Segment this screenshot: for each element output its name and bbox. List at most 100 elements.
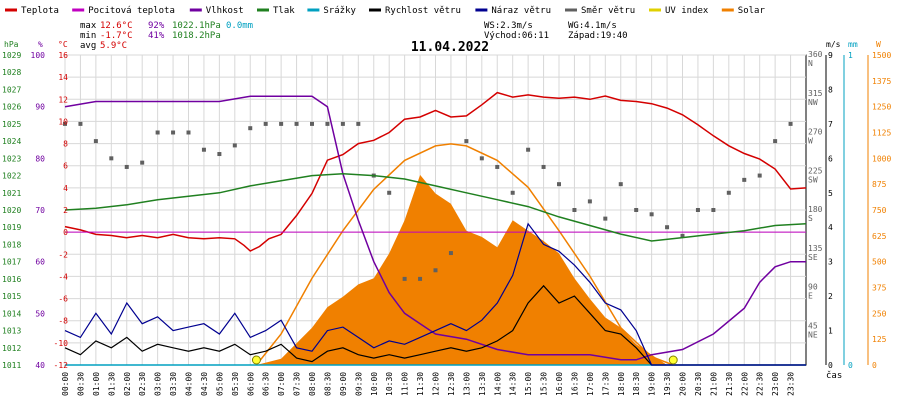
rain-tick-label: 0 xyxy=(848,361,853,370)
x-tick-label: 07:30 xyxy=(293,372,302,396)
dir-tick-deg: 90 xyxy=(808,283,818,292)
y-tick-label: 1017 xyxy=(2,258,21,267)
x-tick-label: 17:30 xyxy=(601,372,610,396)
stat-wg: WG:4.1m/s xyxy=(568,21,617,31)
y-tick-label: 60 xyxy=(35,258,45,267)
y-tick-label: 1022 xyxy=(2,172,21,181)
sun-marker xyxy=(668,355,678,365)
wind-dir-point xyxy=(248,126,253,131)
y-tick-label: 1025 xyxy=(2,120,21,129)
wind-dir-point xyxy=(279,121,284,126)
x-tick-label: 02:30 xyxy=(138,372,147,396)
y-tick-label: -12 xyxy=(54,361,69,370)
stat-min-temp: -1.7°C xyxy=(100,31,133,41)
x-tick-label: 06:30 xyxy=(262,372,271,396)
x-tick-label: 14:30 xyxy=(509,372,518,396)
wind-dir-point xyxy=(680,233,685,238)
wind-dir-point xyxy=(479,156,484,161)
x-tick-label: 03:00 xyxy=(154,372,163,396)
wind-dir-point xyxy=(726,190,731,195)
wind-dir-point xyxy=(201,147,206,152)
x-tick-label: 04:00 xyxy=(185,372,194,396)
x-tick-label: 02:00 xyxy=(123,372,132,396)
wind-dir-point xyxy=(418,276,423,281)
wind-dir-point xyxy=(711,208,716,212)
wind-dir-point xyxy=(618,182,623,187)
series-tlak xyxy=(64,173,807,242)
x-tick-label: 01:30 xyxy=(107,372,116,396)
y-tick-label: 4 xyxy=(63,184,68,193)
series-vlhkost xyxy=(64,95,806,361)
dir-tick-deg: 315 xyxy=(808,89,823,98)
dir-tick-name: W xyxy=(808,137,813,146)
y-tick-label: 10 xyxy=(58,117,68,126)
legend-label: Vlhkost xyxy=(206,6,244,16)
x-tick-label: 21:30 xyxy=(725,372,734,396)
dir-tick-deg: 270 xyxy=(808,128,823,137)
y-tick-label: -2 xyxy=(58,250,68,259)
dir-tick-name: NE xyxy=(808,330,818,339)
legend-label: Teplota xyxy=(21,6,59,16)
x-tick-label: 09:30 xyxy=(354,372,363,396)
solar-tick-label: 1500 xyxy=(872,51,891,60)
y-tick-label: 80 xyxy=(35,154,45,163)
wind-dir-point xyxy=(587,199,592,204)
y-tick-label: 0 xyxy=(63,228,68,237)
wind-tick-label: 1 xyxy=(828,327,833,336)
y-tick-label: 1021 xyxy=(2,189,21,198)
y-tick-label: 1026 xyxy=(2,103,21,112)
legend-label: Směr větru xyxy=(581,6,635,16)
wind-dir-point xyxy=(541,164,546,169)
solar-tick-label: 1375 xyxy=(872,77,891,86)
y-tick-label: 1013 xyxy=(2,327,21,336)
wind-dir-point xyxy=(93,139,98,144)
wind-dir-point xyxy=(742,177,747,182)
x-tick-label: 11:30 xyxy=(416,372,425,396)
wind-dir-point xyxy=(649,212,654,217)
wind-dir-point xyxy=(557,182,561,187)
legend-label: Náraz větru xyxy=(491,6,551,16)
dir-tick-deg: 180 xyxy=(808,205,823,214)
wind-dir-point xyxy=(603,216,608,221)
solar-tick-label: 1250 xyxy=(872,103,891,112)
wind-tick-label: 0 xyxy=(828,361,833,370)
dir-tick-deg: 225 xyxy=(808,166,823,175)
stat-max-press: 1022.1hPa xyxy=(172,21,221,31)
y-tick-label: 1020 xyxy=(2,206,21,215)
wind-tick-label: 2 xyxy=(828,292,833,301)
wind-dir-point xyxy=(263,121,268,126)
x-tick-label: 08:00 xyxy=(308,372,317,396)
solar-tick-label: 625 xyxy=(872,232,887,241)
y-tick-label: -10 xyxy=(54,339,69,348)
x-tick-label: 18:30 xyxy=(632,372,641,396)
solar-tick-label: 250 xyxy=(872,309,887,318)
y-tick-label: 1018 xyxy=(2,240,21,249)
wind-dir-point xyxy=(448,251,453,256)
solar-tick-label: 125 xyxy=(872,335,887,344)
x-tick-label: 15:00 xyxy=(524,372,533,396)
x-tick-label: 10:30 xyxy=(385,372,394,396)
x-tick-label: 18:00 xyxy=(617,372,626,396)
solar-tick-label: 500 xyxy=(872,258,887,267)
y-tick-label: 12 xyxy=(58,95,68,104)
x-tick-label: 23:00 xyxy=(771,372,780,396)
wind-tick-label: 3 xyxy=(828,258,833,267)
x-tick-label: 01:00 xyxy=(92,372,101,396)
y-tick-label: 1014 xyxy=(2,309,21,318)
solar-max-curve xyxy=(255,143,674,366)
wind-dir-point xyxy=(294,121,299,126)
wind-tick-label: 8 xyxy=(828,85,833,94)
y-tick-label: -6 xyxy=(58,295,68,304)
x-tick-label: 03:30 xyxy=(169,372,178,396)
x-tick-label: 15:30 xyxy=(540,372,549,396)
y-tick-label: 70 xyxy=(35,206,45,215)
wind-dir-point xyxy=(495,164,500,169)
dir-tick-name: S xyxy=(808,214,813,223)
solar-tick-label: 1125 xyxy=(872,129,891,138)
stat-ws: WS:2.3m/s xyxy=(484,21,533,31)
x-tick-label: 00:00 xyxy=(61,372,70,396)
wind-dir-point xyxy=(433,268,438,273)
stat-sunrise: Východ:06:11 xyxy=(484,31,549,41)
solar-tick-label: 1000 xyxy=(872,154,891,163)
solar-tick-label: 0 xyxy=(872,361,877,370)
